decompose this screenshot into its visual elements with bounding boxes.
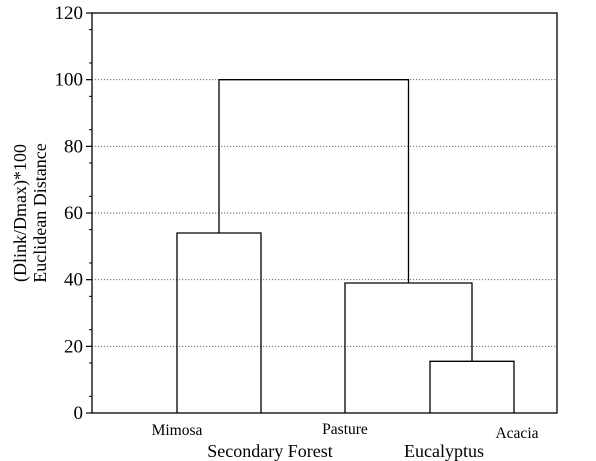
dendrogram-link-3 xyxy=(218,79,410,283)
dendrogram-link-2 xyxy=(176,232,262,413)
leaf-label: Eucalyptus xyxy=(404,441,484,461)
y-tick-label-120: 120 xyxy=(55,3,84,24)
gridlines xyxy=(92,79,557,347)
y-axis-title-line1: (Dlink/Dmax)*100 xyxy=(10,144,31,282)
y-tick-label-80: 80 xyxy=(64,136,83,157)
dendrogram-link-1 xyxy=(344,282,473,413)
leaf-label: Pasture xyxy=(322,421,368,438)
leaf-labels: Mimosa Pasture Acacia Secondary Forest Eucal… xyxy=(152,421,539,461)
leaf-label: Secondary Forest xyxy=(207,441,332,461)
y-axis-ticks: 0 20 40 60 80 100 120 xyxy=(55,3,92,424)
y-tick-label-40: 40 xyxy=(64,270,83,291)
dendrogram-links xyxy=(176,79,515,413)
y-tick-label-100: 100 xyxy=(55,70,84,91)
dendrogram-link-0 xyxy=(429,360,515,413)
leaf-label: Mimosa xyxy=(152,422,203,439)
leaf-label: Acacia xyxy=(495,425,538,442)
y-tick-label-0: 0 xyxy=(74,403,84,424)
y-tick-label-60: 60 xyxy=(64,203,83,224)
y-tick-label-20: 20 xyxy=(64,336,83,357)
y-axis-title-line2: Euclidean Distance xyxy=(30,143,50,282)
